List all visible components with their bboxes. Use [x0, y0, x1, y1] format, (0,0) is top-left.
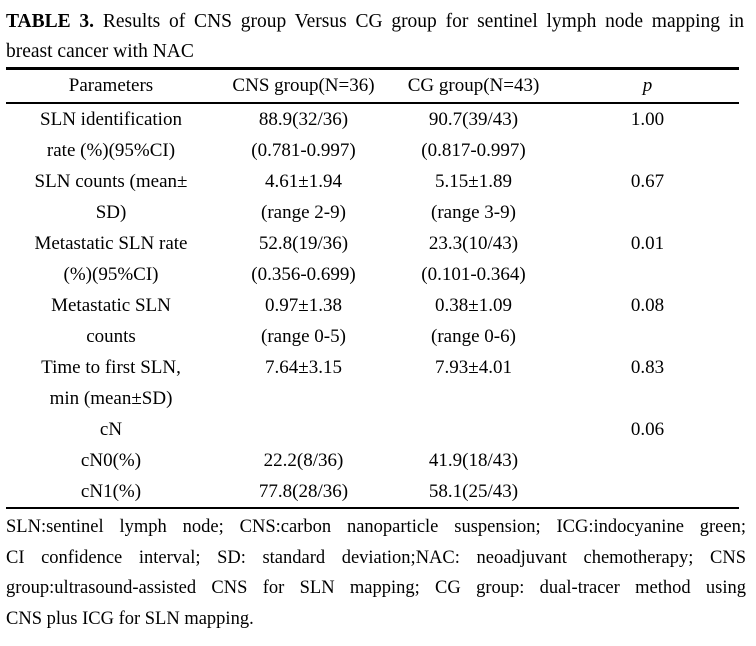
table-row: Metastatic SLN 0.97±1.38 0.38±1.09 0.08 — [6, 290, 739, 321]
table-cell — [216, 414, 391, 445]
table-cell: 52.8(19/36) — [258, 232, 349, 254]
table-cell: (%)(95%CI) — [63, 263, 159, 285]
table-number-label: TABLE 3. — [6, 11, 95, 32]
table-cell: cN1(%) — [80, 480, 142, 502]
table-footnote: SLN:sentinel lymph node; CNS:carbon nano… — [6, 512, 746, 634]
table-cell — [391, 414, 556, 445]
table-cell — [556, 321, 739, 352]
table-cell: 22.2(8/36) — [263, 449, 344, 471]
table-row: cN0(%) 22.2(8/36) 41.9(18/43) — [6, 445, 739, 476]
table-cell: min (mean±SD) — [49, 387, 173, 409]
table-row: Metastatic SLN rate 52.8(19/36) 23.3(10/… — [6, 228, 739, 259]
table-cell: (0.817-0.997) — [421, 139, 526, 161]
column-header-cns-group: CNS group(N=36) — [232, 75, 375, 96]
table-row: SLN identification 88.9(32/36) 90.7(39/4… — [6, 103, 739, 135]
table-cell: 7.93±4.01 — [435, 356, 512, 378]
table-caption-line-2: breast cancer with NAC — [6, 41, 194, 62]
table-cell: 7.64±3.15 — [265, 356, 342, 378]
table-cell: SD) — [95, 201, 127, 223]
footnote-line: SLN:sentinel lymph node; CNS:carbon nano… — [6, 517, 746, 537]
table-cell: 0.67 — [630, 170, 665, 192]
table-cell: 0.83 — [630, 356, 665, 378]
table-cell: rate (%)(95%CI) — [46, 139, 176, 161]
table-cell: 5.15±1.89 — [435, 170, 512, 192]
table-cell: 0.97±1.38 — [265, 294, 342, 316]
table-row: min (mean±SD) — [6, 383, 739, 414]
column-header-p-value: p — [642, 75, 653, 96]
table-cell: 0.08 — [630, 294, 665, 316]
table-row: cN1(%) 77.8(28/36) 58.1(25/43) — [6, 476, 739, 508]
table-cell: 0.38±1.09 — [435, 294, 512, 316]
table-row: rate (%)(95%CI) (0.781-0.997) (0.817-0.9… — [6, 135, 739, 166]
table-row: cN 0.06 — [6, 414, 739, 445]
column-header-cg-group: CG group(N=43) — [407, 75, 540, 96]
table-cell: SLN identification — [40, 108, 182, 130]
table-body: SLN identification 88.9(32/36) 90.7(39/4… — [6, 103, 739, 508]
table-caption: TABLE 3. Results of CNS group Versus CG … — [6, 7, 744, 67]
table-cell — [556, 383, 739, 414]
table-cell: 41.9(18/43) — [428, 449, 519, 471]
table-cell — [556, 197, 739, 228]
table-cell — [216, 383, 391, 414]
table-cell: 4.61±1.94 — [265, 170, 342, 192]
table-caption-line-1: TABLE 3. Results of CNS group Versus CG … — [6, 7, 744, 37]
table-cell: (range 2-9) — [261, 201, 346, 223]
table-row: counts (range 0-5) (range 0-6) — [6, 321, 739, 352]
table-cell: (range 0-6) — [431, 325, 516, 347]
table-cell: (range 0-5) — [261, 325, 346, 347]
table-cell: Metastatic SLN rate — [34, 232, 188, 254]
table-cell: cN0(%) — [80, 449, 142, 471]
table-cell: (0.101-0.364) — [421, 263, 526, 285]
table-cell: 88.9(32/36) — [258, 108, 349, 130]
table-cell: 23.3(10/43) — [428, 232, 519, 254]
table-cell: 0.01 — [630, 232, 665, 254]
table-caption-text: Results of CNS group Versus CG group for… — [102, 11, 744, 32]
column-header-parameters: Parameters — [68, 75, 154, 96]
results-table: Parameters CNS group(N=36) CG group(N=43… — [6, 67, 739, 509]
footnote-line: group:ultrasound-assisted CNS for SLN ma… — [6, 578, 746, 598]
table-cell: Time to first SLN, — [41, 356, 181, 378]
table-cell: SLN counts (mean± — [34, 170, 188, 192]
table-cell: cN — [99, 418, 123, 440]
table-cell — [391, 383, 556, 414]
footnote-line: CNS plus ICG for SLN mapping. — [6, 608, 254, 629]
footnote-line: CI confidence interval; SD: standard dev… — [6, 547, 746, 568]
table-header-row: Parameters CNS group(N=36) CG group(N=43… — [6, 69, 739, 103]
table-cell — [556, 259, 739, 290]
table-cell: 0.06 — [630, 418, 665, 440]
table-cell: 1.00 — [630, 108, 665, 130]
table-header: Parameters CNS group(N=36) CG group(N=43… — [6, 69, 739, 103]
table-cell: 58.1(25/43) — [428, 480, 519, 502]
table-row: Time to first SLN, 7.64±3.15 7.93±4.01 0… — [6, 352, 739, 383]
table-row: SD) (range 2-9) (range 3-9) — [6, 197, 739, 228]
table-cell: (0.781-0.997) — [251, 139, 356, 161]
table-cell: Metastatic SLN — [51, 294, 171, 316]
table-cell: 90.7(39/43) — [428, 108, 519, 130]
table-cell: 77.8(28/36) — [258, 480, 349, 502]
table-cell — [556, 476, 739, 508]
table-cell: counts — [86, 325, 136, 347]
table-cell — [556, 445, 739, 476]
table-row: (%)(95%CI) (0.356-0.699) (0.101-0.364) — [6, 259, 739, 290]
table-cell — [556, 135, 739, 166]
table-cell: (range 3-9) — [431, 201, 516, 223]
table-cell: (0.356-0.699) — [251, 263, 356, 285]
table-row: SLN counts (mean± 4.61±1.94 5.15±1.89 0.… — [6, 166, 739, 197]
